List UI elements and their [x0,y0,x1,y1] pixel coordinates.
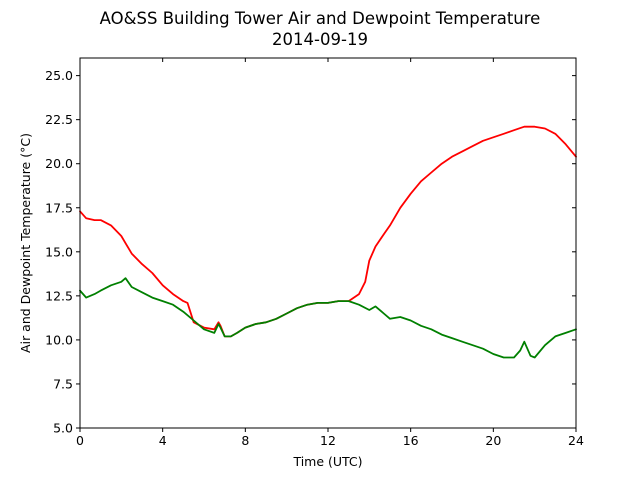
y-axis-ticks: 5.0 7.5 10.0 12.5 15.0 17.5 20.0 22.5 25.0 [45,68,576,436]
y-tick-label: 10.0 [45,332,73,347]
x-tick-label: 16 [403,433,419,448]
x-tick-label: 4 [159,433,167,448]
y-tick-label: 7.5 [53,376,73,391]
chart-subtitle: 2014-09-19 [272,30,368,49]
series-line-1 [79,125,577,338]
x-tick-label: 12 [320,433,336,448]
y-tick-label: 17.5 [45,200,73,215]
y-tick-label: 22.5 [45,112,73,127]
x-tick-label: 20 [485,433,501,448]
y-axis-label: Air and Dewpoint Temperature (°C) [18,133,33,353]
y-tick-label: 15.0 [45,244,73,259]
y-tick-label: 12.5 [45,288,73,303]
y-tick-label: 25.0 [45,68,73,83]
y-tick-label: 5.0 [53,421,73,436]
x-axis-ticks: 0 4 8 12 16 20 24 [76,58,584,448]
y-tick-label: 20.0 [45,156,73,171]
chart-title: AO&SS Building Tower Air and Dewpoint Te… [100,9,541,28]
plot-frame [79,57,577,429]
x-tick-label: 24 [568,433,584,448]
series-line-2 [79,277,577,359]
plot-lines [79,125,577,359]
x-axis-label: Time (UTC) [292,454,362,469]
x-tick-label: 0 [76,433,84,448]
x-tick-label: 8 [241,433,249,448]
